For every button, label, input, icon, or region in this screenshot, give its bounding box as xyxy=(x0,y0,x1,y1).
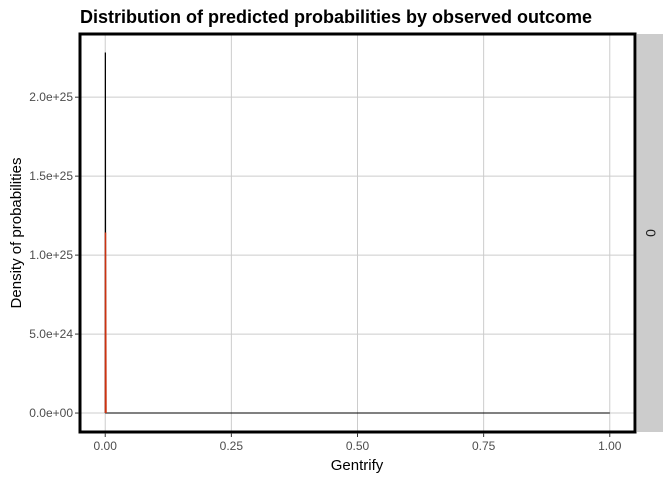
y-tick-label: 0.0e+00 xyxy=(29,406,73,420)
x-tick-label: 0.75 xyxy=(472,439,496,453)
facet-strip xyxy=(637,34,663,432)
facet-label: 0 xyxy=(643,229,659,237)
plot-series xyxy=(104,52,610,414)
series-line-1 xyxy=(104,232,107,414)
x-axis-title: Gentrify xyxy=(331,457,384,474)
y-axis-title: Density of probabilities xyxy=(8,158,25,309)
grid xyxy=(80,34,635,432)
y-axis: 0.0e+00 5.0e+24 1.0e+25 1.5e+25 2.0e+25 xyxy=(29,90,79,420)
chart-title: Distribution of predicted probabilities … xyxy=(80,7,592,27)
y-tick-label: 1.5e+25 xyxy=(29,169,73,183)
y-tick-label: 2.0e+25 xyxy=(29,90,73,104)
x-tick-label: 0.50 xyxy=(346,439,370,453)
x-tick-label: 1.00 xyxy=(598,439,622,453)
x-tick-label: 0.00 xyxy=(94,439,118,453)
y-tick-label: 1.0e+25 xyxy=(29,248,73,262)
y-tick-label: 5.0e+24 xyxy=(29,327,73,341)
x-axis: 0.00 0.25 0.50 0.75 1.00 xyxy=(94,433,622,453)
x-tick-label: 0.25 xyxy=(220,439,244,453)
panel-border xyxy=(78,32,637,434)
series-line-0 xyxy=(104,52,610,414)
